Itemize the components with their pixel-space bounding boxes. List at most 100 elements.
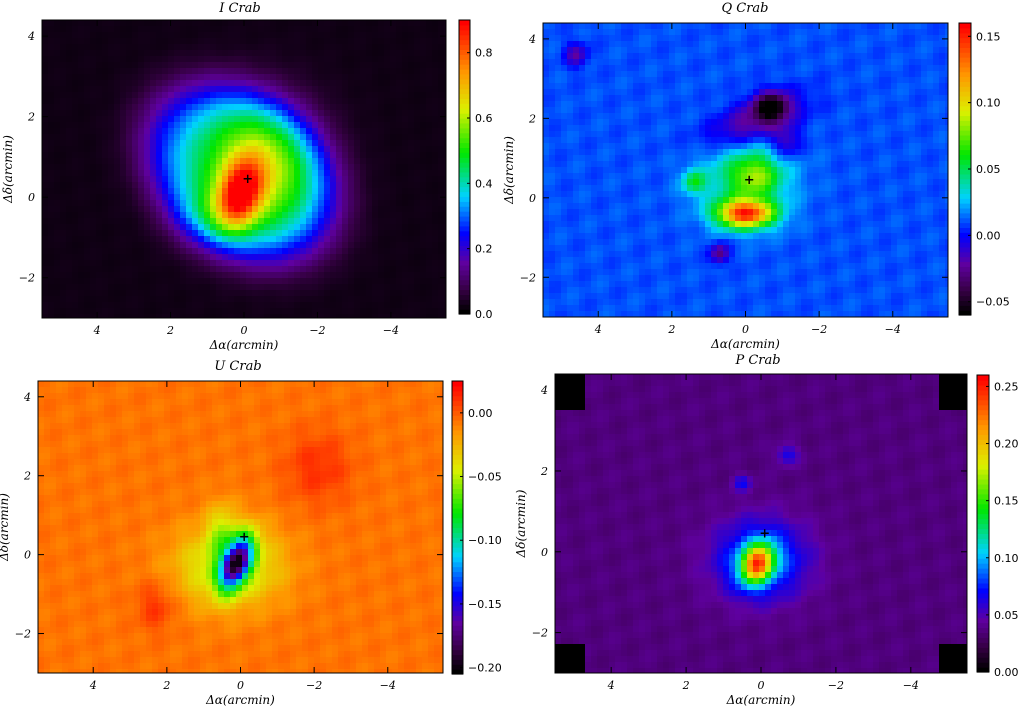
heatmap-cell: [138, 86, 145, 93]
heatmap-cell: [783, 95, 790, 102]
heatmap-cell: [372, 158, 379, 165]
heatmap-cell: [543, 71, 550, 78]
heatmap-cell: [663, 71, 670, 78]
heatmap-cell: [216, 230, 223, 237]
heatmap-cell: [222, 146, 229, 153]
heatmap-cell: [585, 71, 592, 78]
heatmap-cell: [879, 143, 886, 150]
heatmap-cell: [615, 89, 622, 96]
heatmap-cell: [699, 29, 706, 36]
heatmap-cell: [549, 95, 556, 102]
heatmap-cell: [438, 236, 445, 243]
heatmap-cell: [48, 248, 55, 255]
heatmap-cell: [777, 101, 784, 108]
heatmap-cell: [144, 50, 151, 57]
heatmap-cell: [408, 38, 415, 45]
heatmap-cell: [42, 218, 49, 225]
heatmap-cell: [192, 146, 199, 153]
heatmap-cell: [348, 314, 355, 319]
heatmap-cell: [633, 77, 640, 84]
heatmap-cell: [378, 200, 385, 207]
heatmap-cell: [48, 74, 55, 81]
heatmap-cell: [438, 176, 445, 183]
heatmap-cell: [234, 152, 241, 159]
heatmap-cell: [54, 38, 61, 45]
heatmap-cell: [102, 56, 109, 63]
heatmap-cell: [390, 56, 397, 63]
heatmap-cell: [306, 98, 313, 105]
heatmap-cell: [396, 26, 403, 33]
heatmap-cell: [366, 170, 373, 177]
heatmap-cell: [414, 110, 421, 117]
heatmap-cell: [138, 290, 145, 297]
heatmap-cell: [318, 56, 325, 63]
heatmap-cell: [282, 56, 289, 63]
heatmap-cell: [336, 296, 343, 303]
heatmap-cell: [264, 80, 271, 87]
heatmap-cell: [162, 290, 169, 297]
heatmap-cell: [885, 149, 892, 156]
heatmap-cell: [354, 224, 361, 231]
heatmap-cell: [939, 113, 946, 120]
heatmap-cell: [354, 38, 361, 45]
heatmap-cell: [681, 59, 688, 66]
heatmap-cell: [609, 149, 616, 156]
heatmap-cell: [324, 206, 331, 213]
heatmap-cell: [378, 146, 385, 153]
heatmap-cell: [549, 119, 556, 126]
heatmap-cell: [372, 188, 379, 195]
heatmap-cell: [102, 164, 109, 171]
heatmap-cell: [801, 137, 808, 144]
heatmap-cell: [234, 56, 241, 63]
heatmap-cell: [204, 68, 211, 75]
heatmap-cell: [879, 41, 886, 48]
heatmap-cell: [402, 284, 409, 291]
heatmap-cell: [144, 32, 151, 39]
colorbar-segment: [459, 137, 470, 144]
colorbar-segment: [459, 20, 470, 26]
heatmap-cell: [681, 131, 688, 138]
heatmap-cell: [669, 41, 676, 48]
heatmap-cell: [174, 218, 181, 225]
heatmap-cell: [801, 131, 808, 138]
heatmap-cell: [831, 149, 838, 156]
heatmap-cell: [168, 188, 175, 195]
heatmap-cell: [837, 95, 844, 102]
heatmap-cell: [567, 23, 574, 30]
heatmap-cell: [150, 182, 157, 189]
heatmap-cell: [543, 137, 550, 144]
heatmap-cell: [723, 41, 730, 48]
heatmap-cell: [567, 125, 574, 132]
heatmap-cell: [318, 134, 325, 141]
heatmap-cell: [861, 137, 868, 144]
heatmap-cell: [318, 62, 325, 69]
heatmap-cell: [258, 104, 265, 111]
heatmap-cell: [252, 266, 259, 273]
heatmap-cell: [813, 89, 820, 96]
heatmap-cell: [102, 248, 109, 255]
heatmap-cell: [132, 218, 139, 225]
heatmap-cell: [837, 101, 844, 108]
heatmap-cell: [48, 152, 55, 159]
heatmap-cell: [90, 170, 97, 177]
heatmap-cell: [294, 56, 301, 63]
heatmap-cell: [162, 302, 169, 309]
heatmap-cell: [246, 200, 253, 207]
heatmap-cell: [138, 272, 145, 279]
heatmap-cell: [621, 41, 628, 48]
heatmap-cell: [663, 107, 670, 114]
heatmap-cell: [72, 218, 79, 225]
heatmap-cell: [789, 137, 796, 144]
heatmap-cell: [96, 218, 103, 225]
heatmap-cell: [354, 260, 361, 267]
heatmap-cell: [348, 200, 355, 207]
heatmap-cell: [42, 284, 49, 291]
heatmap-cell: [639, 107, 646, 114]
heatmap-cell: [144, 206, 151, 213]
heatmap-cell: [396, 260, 403, 267]
heatmap-cell: [234, 266, 241, 273]
heatmap-cell: [180, 164, 187, 171]
heatmap-cell: [933, 89, 940, 96]
heatmap-cell: [102, 152, 109, 159]
heatmap-cell: [90, 92, 97, 99]
